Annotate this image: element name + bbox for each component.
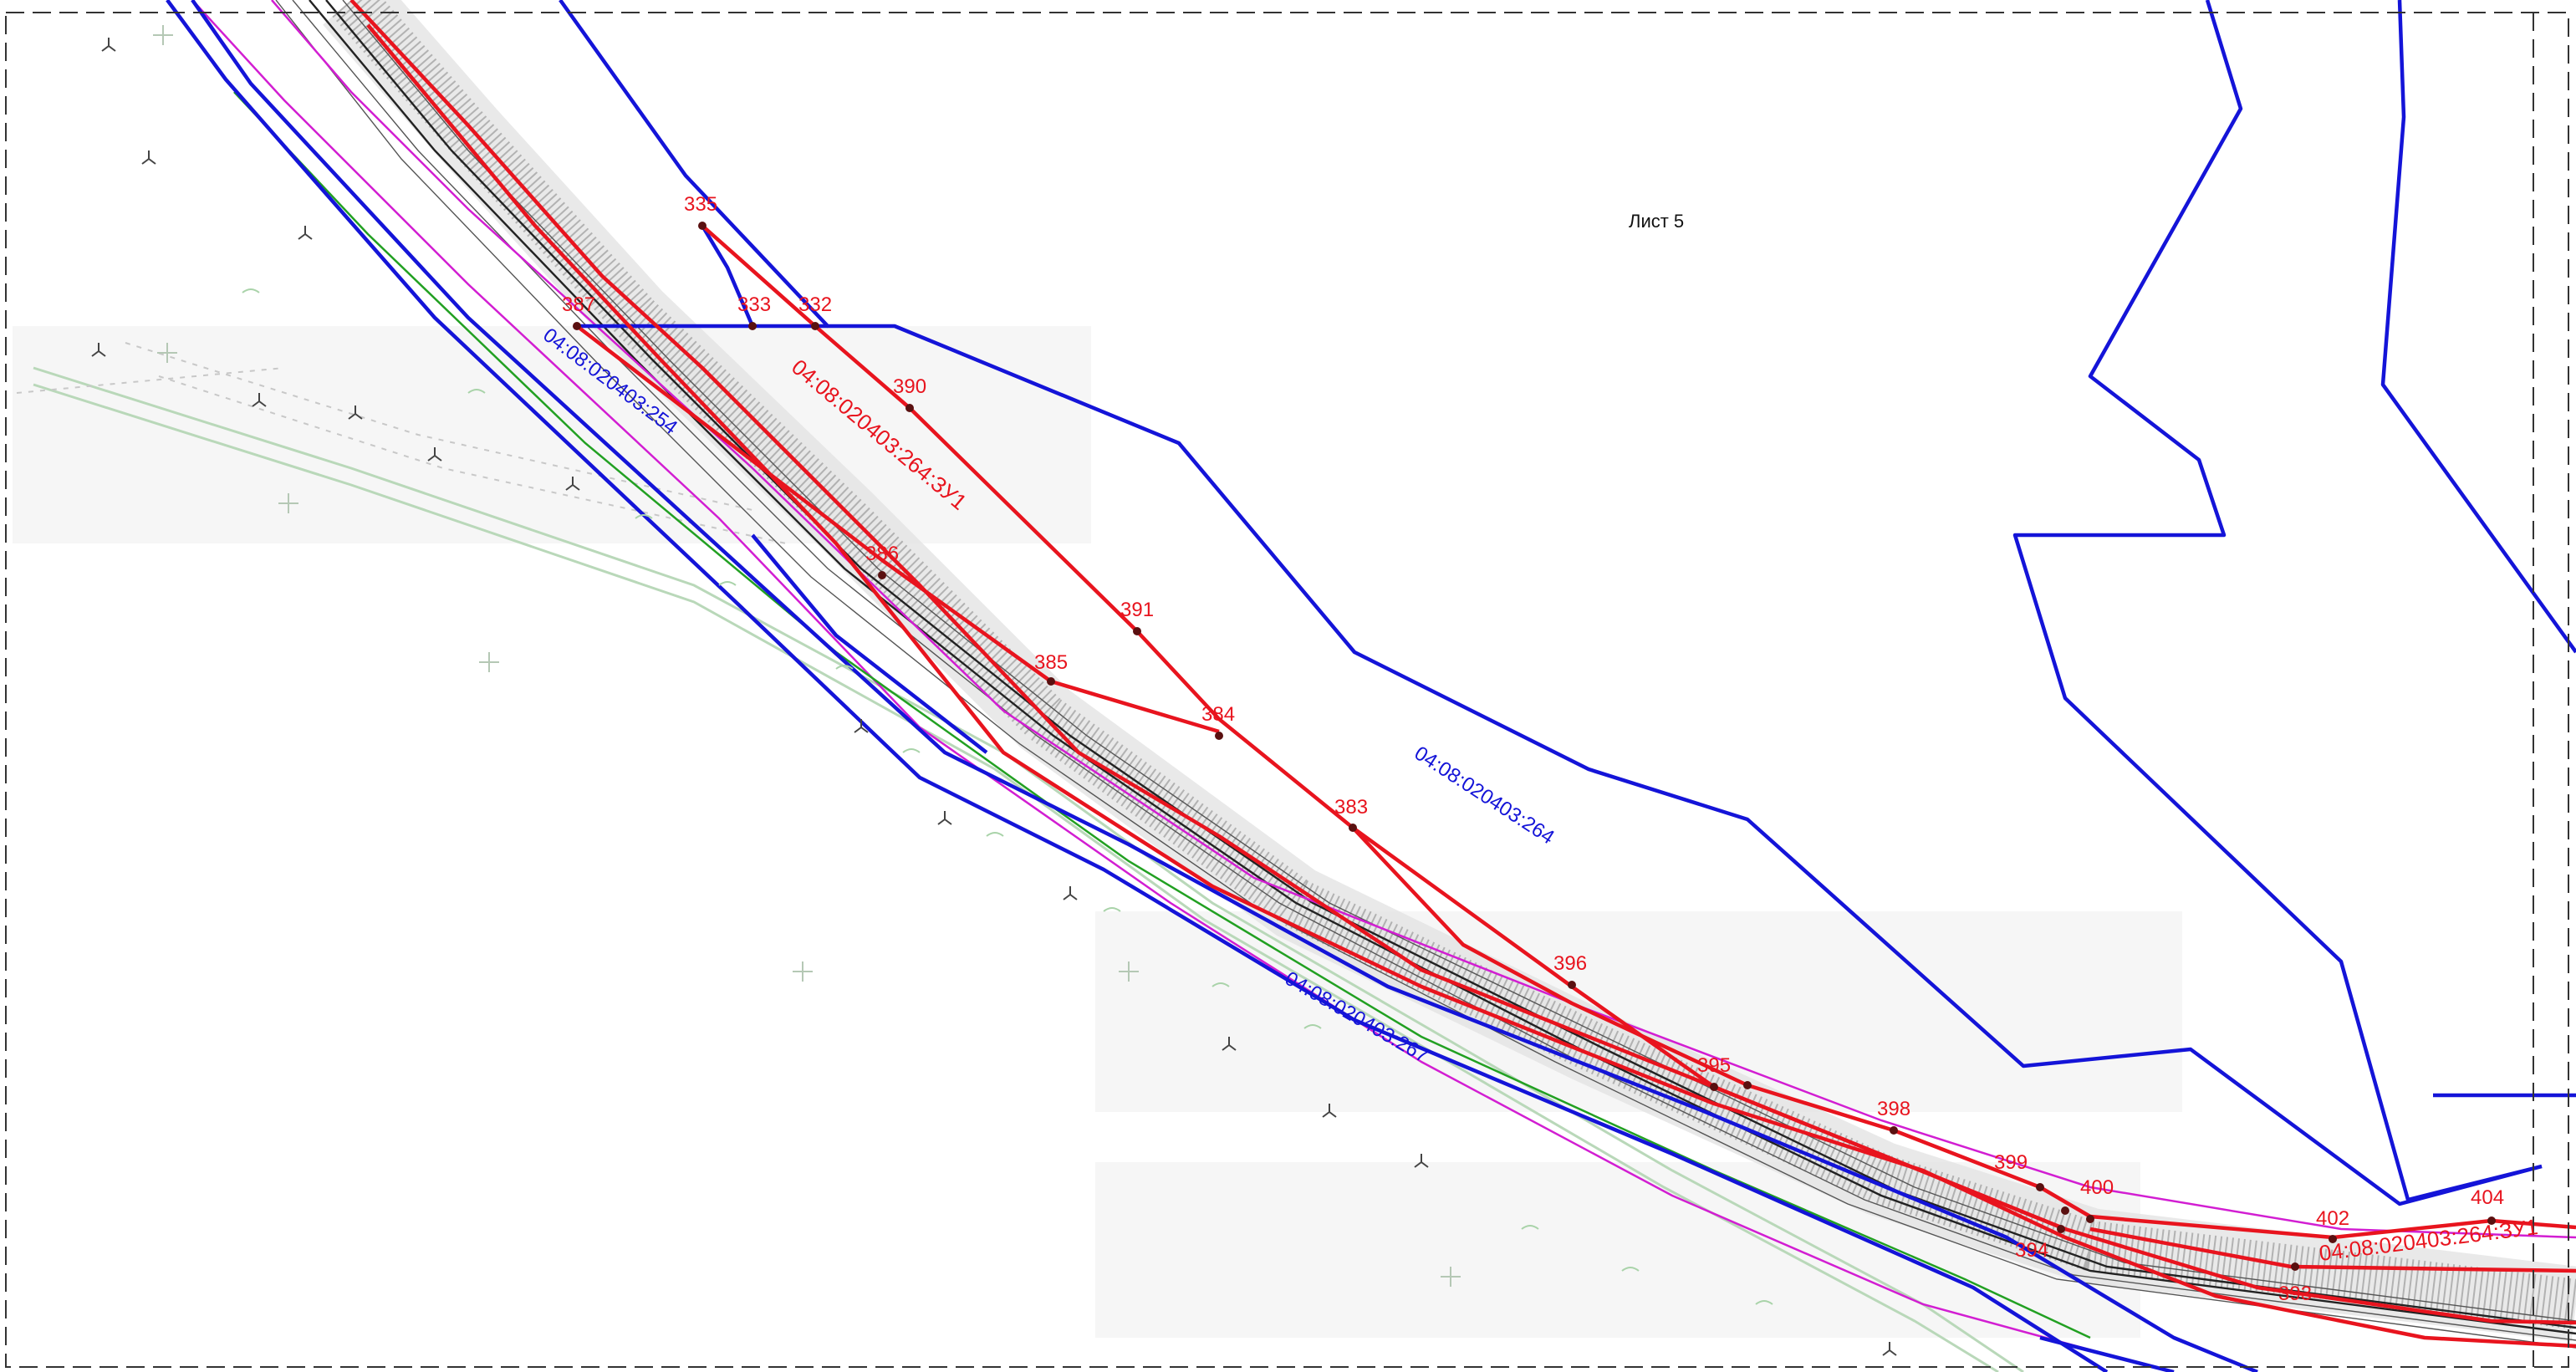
parcel-right-outline bbox=[2012, 0, 2543, 1202]
point-label-391: 391 bbox=[1120, 599, 1154, 621]
point-label-335: 335 bbox=[684, 193, 717, 216]
point-label-395: 395 bbox=[1697, 1054, 1731, 1077]
point-label-402: 402 bbox=[2316, 1207, 2349, 1230]
point-markers bbox=[573, 222, 2496, 1271]
railway-tracks bbox=[275, 0, 2576, 1349]
parcel-264-label: 04:08:020403:264 bbox=[1410, 742, 1558, 849]
point-label-332: 332 bbox=[798, 293, 832, 316]
sheet-label: Лист 5 bbox=[1629, 211, 1684, 232]
point-label-398: 398 bbox=[1877, 1098, 1910, 1120]
point-label-386: 386 bbox=[865, 543, 899, 565]
point-label-396: 396 bbox=[1553, 952, 1587, 975]
zu1-cross-395-394 bbox=[1713, 1084, 2066, 1232]
red-parcel-boundary bbox=[349, 0, 2576, 1349]
parcel-264-outline bbox=[559, 0, 2543, 1206]
point-label-393: 393 bbox=[2278, 1283, 2312, 1305]
background-terrain bbox=[13, 326, 2182, 1372]
zu1-upper-edge bbox=[701, 224, 2576, 1240]
point-labels: 335 333 332 387 390 386 391 385 384 383 … bbox=[562, 193, 2504, 1305]
sheet-frame bbox=[5, 12, 2569, 1368]
zu1-left-edge bbox=[575, 324, 1220, 734]
parcel-far-right bbox=[2380, 0, 2576, 654]
auxiliary-lines bbox=[191, 0, 2576, 1356]
point-label-384: 384 bbox=[1201, 703, 1235, 726]
point-label-383: 383 bbox=[1334, 796, 1368, 819]
vegetation-symbols bbox=[91, 25, 1897, 1356]
point-label-404: 404 bbox=[2471, 1186, 2504, 1209]
zu1-left-lower bbox=[366, 23, 2576, 1349]
parcel-254-edge-a bbox=[191, 0, 2258, 1372]
parcel-335-edge bbox=[701, 224, 755, 327]
point-label-385: 385 bbox=[1034, 651, 1068, 674]
point-label-400: 400 bbox=[2080, 1176, 2114, 1199]
point-label-394: 394 bbox=[2015, 1239, 2048, 1262]
point-label-399: 399 bbox=[1994, 1151, 2028, 1174]
parcel-bottom-edge bbox=[2039, 1335, 2175, 1372]
point-label-390: 390 bbox=[893, 375, 926, 398]
parcel-254-edge-b bbox=[166, 0, 2109, 1372]
parcel-267-inner bbox=[751, 533, 988, 754]
point-label-387: 387 bbox=[562, 293, 595, 316]
zu1-inner-edge bbox=[349, 0, 2576, 1325]
blue-boundaries bbox=[166, 0, 2576, 1372]
point-label-333: 333 bbox=[737, 293, 771, 316]
